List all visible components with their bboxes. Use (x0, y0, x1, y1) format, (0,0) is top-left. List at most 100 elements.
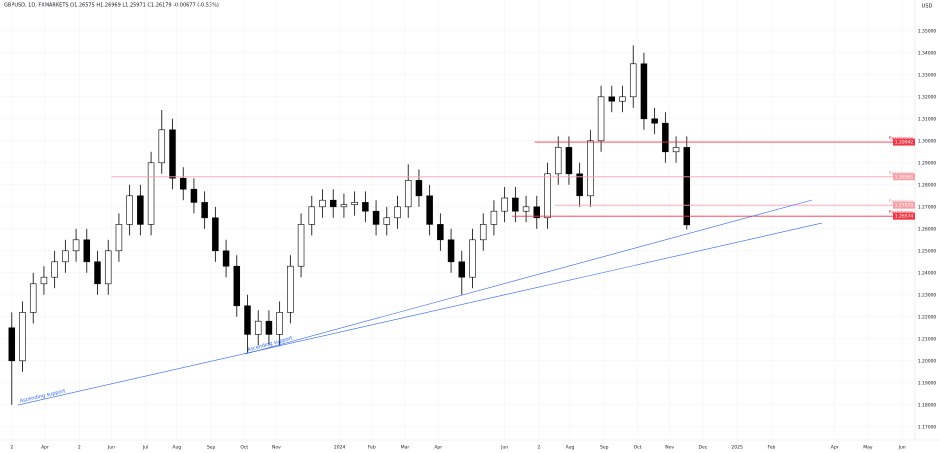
candle-body (72, 239, 80, 252)
candle-body (554, 147, 562, 175)
candle-body (308, 206, 316, 225)
candle-body (158, 129, 166, 164)
candle-body (254, 320, 262, 335)
y-tick-label: 1.21000 (918, 336, 937, 342)
candle-body (233, 265, 241, 307)
y-tick-label: 1.25000 (918, 248, 937, 254)
x-tick-label: 2 (10, 445, 13, 451)
y-tick-label: 1.24000 (918, 270, 937, 276)
candle-body (608, 96, 616, 102)
candle-body (597, 96, 605, 142)
candle-body (276, 312, 283, 335)
trendline (245, 199, 813, 355)
candle-body (522, 206, 530, 212)
y-tick-label: 1.33000 (918, 72, 937, 78)
candle-body (340, 204, 348, 208)
candle-body (458, 261, 466, 278)
price-badge-label: 1.29942 (895, 140, 914, 146)
candle-body (469, 239, 476, 278)
y-tick-label: 1.32000 (918, 94, 937, 100)
candle-body (501, 197, 508, 212)
candle-body (179, 177, 187, 190)
candle-body (94, 261, 101, 285)
y-tick-label: 1.18000 (918, 402, 937, 408)
price-badge-label: 1.27075 (895, 203, 914, 209)
x-tick-label: Apr (434, 445, 442, 451)
candle-body (244, 305, 251, 335)
candle-body (201, 202, 208, 219)
candle-body (683, 147, 691, 226)
x-tick-label: Jun (898, 445, 906, 451)
candle-body (640, 63, 648, 120)
price-badge (893, 212, 915, 220)
x-tick-label: Jul (142, 445, 148, 451)
candle-body (544, 173, 551, 219)
x-tick-label: 2 (537, 445, 540, 451)
x-tick-label: May (863, 445, 873, 451)
price-badge-label: 1.28365 (895, 174, 914, 180)
price-badge (893, 138, 915, 146)
y-tick-label: 1.30000 (918, 138, 937, 144)
candle-body (426, 195, 433, 225)
candle-body (29, 283, 37, 313)
candle-body (479, 224, 487, 241)
candle-body (8, 327, 16, 362)
candle-body (372, 210, 380, 225)
trendline (17, 222, 822, 406)
candle-body (297, 224, 305, 267)
candle-body (329, 199, 337, 208)
x-tick-label: Oct (240, 445, 248, 451)
x-tick-label: 2 (78, 445, 81, 451)
x-tick-label: Apr (831, 445, 839, 451)
x-tick-label: Apr (41, 445, 49, 451)
price-badge-label: 1.26574 (895, 214, 914, 220)
x-tick-label: Nov (272, 445, 281, 451)
y-tick-label: 1.20000 (918, 358, 937, 364)
x-tick-label: Feb (368, 445, 376, 451)
y-tick-label: 1.27000 (918, 204, 937, 210)
candle-body (447, 239, 455, 263)
y-tick-label: 1.35000 (918, 28, 937, 34)
candle-body (190, 188, 198, 203)
candle-body (265, 320, 273, 335)
candle-body (222, 250, 230, 267)
candle-body (351, 202, 358, 205)
candle-body (662, 122, 669, 153)
price-badge (893, 173, 915, 181)
x-tick-label: 2024 (334, 445, 346, 451)
candle-body (533, 206, 541, 219)
candle-body (83, 239, 91, 263)
x-tick-label: Jun (107, 445, 115, 451)
candle-body (319, 199, 326, 208)
candle-body (512, 197, 519, 212)
candle-body (362, 202, 369, 212)
candle-body (490, 210, 498, 225)
y-tick-label: 1.34000 (918, 50, 937, 56)
y-tick-label: 1.22000 (918, 314, 937, 320)
y-tick-label: 1.17000 (918, 424, 937, 430)
candle-body (126, 195, 133, 225)
candle-body (62, 250, 69, 263)
candle-body (287, 265, 294, 313)
currency-label: USD (922, 4, 933, 10)
y-tick-label: 1.19000 (918, 380, 937, 386)
x-tick-label: Oct (634, 445, 642, 451)
price-badge (893, 201, 915, 209)
candle-body (587, 140, 594, 197)
candle-body (40, 276, 48, 285)
candle-body (651, 118, 658, 124)
candle-body (404, 180, 412, 208)
candle-body (672, 147, 680, 153)
x-tick-label: Jun (500, 445, 508, 451)
candle-body (51, 261, 58, 278)
y-tick-label: 1.26000 (918, 226, 937, 232)
x-tick-label: 2025 (731, 445, 743, 451)
y-tick-label: 1.31000 (918, 116, 937, 122)
candle-body (576, 173, 583, 197)
x-tick-label: Nov (665, 445, 674, 451)
y-tick-label: 1.28000 (918, 182, 937, 188)
candle-body (169, 129, 176, 179)
x-tick-label: Aug (172, 445, 181, 451)
